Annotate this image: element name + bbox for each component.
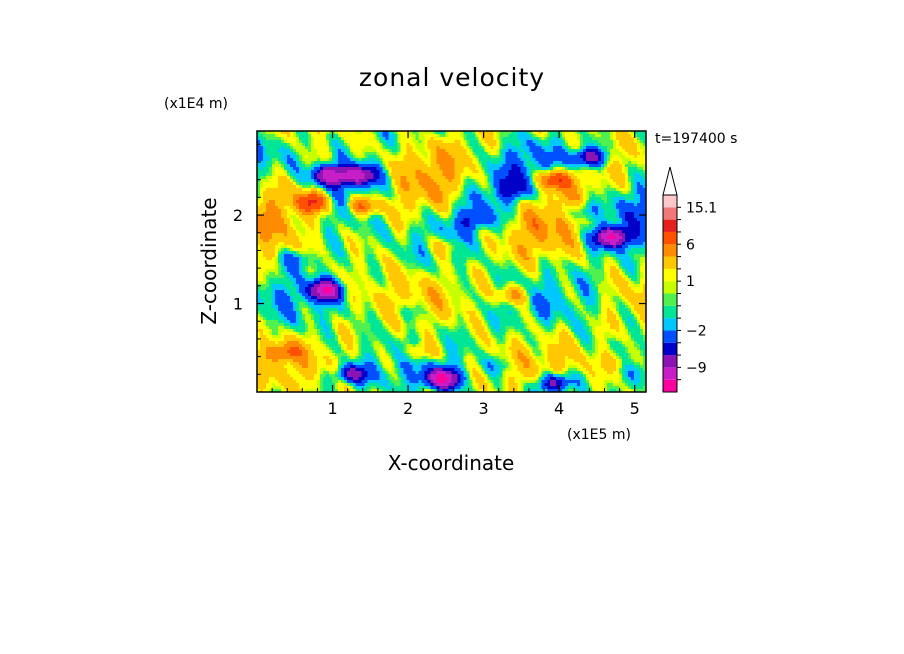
colorbar-segment bbox=[663, 207, 677, 220]
colorbar-segment bbox=[663, 281, 677, 294]
colorbar-segment bbox=[663, 268, 677, 282]
colorbar-label: 1 bbox=[686, 274, 695, 290]
colorbar-segment bbox=[663, 379, 677, 392]
x-tick-label: 5 bbox=[630, 399, 640, 418]
colorbar-label: 15.1 bbox=[686, 200, 717, 216]
x-tick-label: 2 bbox=[403, 399, 413, 418]
colorbar-segment bbox=[663, 256, 677, 269]
x-axis: 1 2 3 4 5 bbox=[271, 131, 640, 418]
colorbar-segment bbox=[663, 367, 677, 380]
plot-frame bbox=[256, 130, 647, 393]
colorbar-extend-arrow bbox=[662, 166, 678, 196]
x-axis-label: X-coordinate bbox=[388, 451, 515, 475]
x-unit-label: (x1E5 m) bbox=[567, 427, 631, 443]
x-tick-label: 4 bbox=[554, 399, 564, 418]
chart-title: zonal velocity bbox=[359, 63, 545, 92]
colorbar-segment bbox=[663, 305, 677, 319]
colorbar-label: −9 bbox=[686, 360, 707, 376]
x-tick-label: 1 bbox=[327, 399, 337, 418]
y-axis-label: Z-coordinate bbox=[197, 197, 221, 324]
y-unit-label: (x1E4 m) bbox=[164, 96, 228, 112]
colorbar-segment bbox=[663, 219, 677, 232]
colorbar-segment bbox=[663, 293, 677, 306]
plot-area bbox=[256, 130, 647, 393]
colorbar-segment bbox=[663, 330, 677, 343]
x-tick-label: 3 bbox=[479, 399, 489, 418]
colorbar-segment bbox=[663, 342, 677, 356]
velocity-field bbox=[257, 131, 646, 392]
y-tick-label: 2 bbox=[233, 206, 243, 225]
colorbar-segment bbox=[663, 195, 677, 208]
y-axis: 12 bbox=[233, 143, 646, 375]
colorbar-segment bbox=[663, 231, 677, 245]
colorbar-label: −2 bbox=[686, 323, 707, 339]
colorbar-label: 6 bbox=[686, 237, 695, 253]
colorbar-segment bbox=[663, 318, 677, 331]
time-label: t=197400 s bbox=[655, 131, 737, 147]
colorbar-segment bbox=[663, 355, 677, 368]
colorbar-segment bbox=[663, 244, 677, 257]
colorbar: 15.1 6 1 −2 −9 bbox=[662, 166, 717, 393]
y-tick-label: 1 bbox=[233, 295, 243, 314]
